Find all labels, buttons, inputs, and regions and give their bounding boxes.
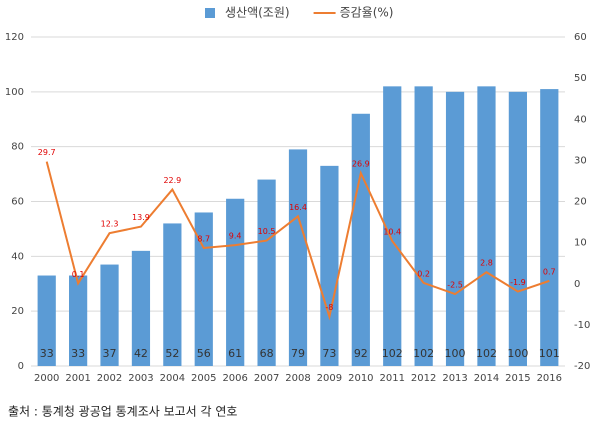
y2-tick-label: 60 (574, 32, 587, 43)
line-value-label: 16.4 (289, 203, 307, 212)
bar (100, 264, 119, 366)
bar (320, 165, 339, 366)
bar (69, 275, 88, 366)
x-tick-label: 2007 (254, 373, 279, 384)
y-tick-label: 20 (11, 306, 24, 317)
bar-value-label: 102 (413, 347, 434, 360)
line-value-label: 2.8 (480, 259, 493, 268)
y2-tick-label: 20 (574, 197, 587, 208)
line-value-label: -2.5 (447, 281, 463, 290)
bar-value-label: 68 (260, 347, 274, 360)
source-note: 출처 : 통계청 광공업 통계조사 보고서 각 연호 (8, 405, 237, 419)
bar-value-label: 101 (539, 347, 560, 360)
bar-value-label: 52 (165, 347, 179, 360)
bar-value-label: 56 (197, 347, 211, 360)
line-value-label: 26.9 (352, 160, 370, 169)
bar-value-label: 100 (445, 347, 466, 360)
x-tick-label: 2008 (285, 373, 310, 384)
line-value-label: -8 (325, 303, 333, 312)
x-tick-label: 2005 (191, 373, 216, 384)
y-tick-label: 0 (18, 361, 24, 372)
x-tick-label: 2003 (128, 373, 153, 384)
bar-value-label: 92 (354, 347, 368, 360)
bar (508, 91, 527, 366)
bar-value-label: 61 (228, 347, 242, 360)
x-tick-label: 2016 (537, 373, 562, 384)
bar (257, 179, 276, 366)
bar-value-label: 37 (103, 347, 117, 360)
bar (445, 91, 465, 366)
x-tick-label: 2004 (160, 373, 185, 384)
x-tick-label: 2002 (97, 373, 122, 384)
x-tick-label: 2015 (505, 373, 530, 384)
line-value-label: 10.4 (383, 227, 401, 236)
x-tick-label: 2001 (65, 373, 90, 384)
y2-tick-label: 40 (574, 114, 587, 125)
y-tick-label: 60 (11, 197, 24, 208)
line-value-label: -1.9 (510, 278, 526, 287)
bar (226, 198, 245, 366)
bar-value-label: 102 (382, 347, 403, 360)
bar (414, 86, 433, 366)
line-value-label: 9.4 (229, 232, 242, 241)
y-tick-label: 100 (5, 87, 24, 98)
line-value-label: 0.2 (417, 269, 430, 278)
line-value-label: 8.7 (197, 234, 210, 243)
x-tick-label: 2006 (222, 373, 247, 384)
bar-value-label: 79 (291, 347, 305, 360)
x-tick-label: 2010 (348, 373, 373, 384)
x-tick-label: 2011 (380, 373, 405, 384)
bar (383, 86, 402, 366)
bar (540, 89, 559, 366)
bar-value-label: 73 (322, 347, 336, 360)
y-tick-label: 80 (11, 142, 24, 153)
line-value-label: 13.9 (132, 213, 150, 222)
bar (194, 212, 213, 366)
y-tick-label: 120 (5, 32, 24, 43)
bar (288, 149, 308, 366)
x-tick-label: 2009 (317, 373, 342, 384)
bar-value-label: 42 (134, 347, 148, 360)
legend-swatch (205, 8, 215, 18)
y2-tick-label: 30 (574, 155, 587, 166)
line-value-label: 0.7 (543, 267, 556, 276)
y2-tick-label: 0 (574, 279, 580, 290)
line-value-label: 0.1 (72, 270, 85, 279)
line-value-label: 29.7 (38, 148, 56, 157)
bar (477, 86, 496, 366)
y2-tick-label: -10 (574, 320, 590, 331)
y2-tick-label: -20 (574, 361, 590, 372)
bar-value-label: 100 (507, 347, 528, 360)
line (45, 161, 550, 321)
legend-label: 생산액(조원) (225, 6, 290, 20)
y2-tick-label: 10 (574, 238, 587, 249)
y-tick-label: 40 (11, 251, 24, 262)
line-value-label: 12.3 (101, 220, 119, 229)
bar-value-label: 33 (40, 347, 54, 360)
legend-label: 증감율(%) (340, 6, 394, 20)
bar-value-label: 102 (476, 347, 497, 360)
bar (131, 250, 151, 366)
line-value-label: 22.9 (163, 176, 181, 185)
bar (163, 223, 182, 366)
bar (351, 113, 370, 367)
x-tick-label: 2013 (442, 373, 467, 384)
bar (37, 275, 56, 366)
y2-tick-label: 50 (574, 73, 587, 84)
x-tick-label: 2000 (34, 373, 59, 384)
bar-value-label: 33 (71, 347, 85, 360)
x-tick-label: 2014 (474, 373, 499, 384)
x-tick-label: 2012 (411, 373, 436, 384)
line-value-label: 10.5 (258, 227, 276, 236)
